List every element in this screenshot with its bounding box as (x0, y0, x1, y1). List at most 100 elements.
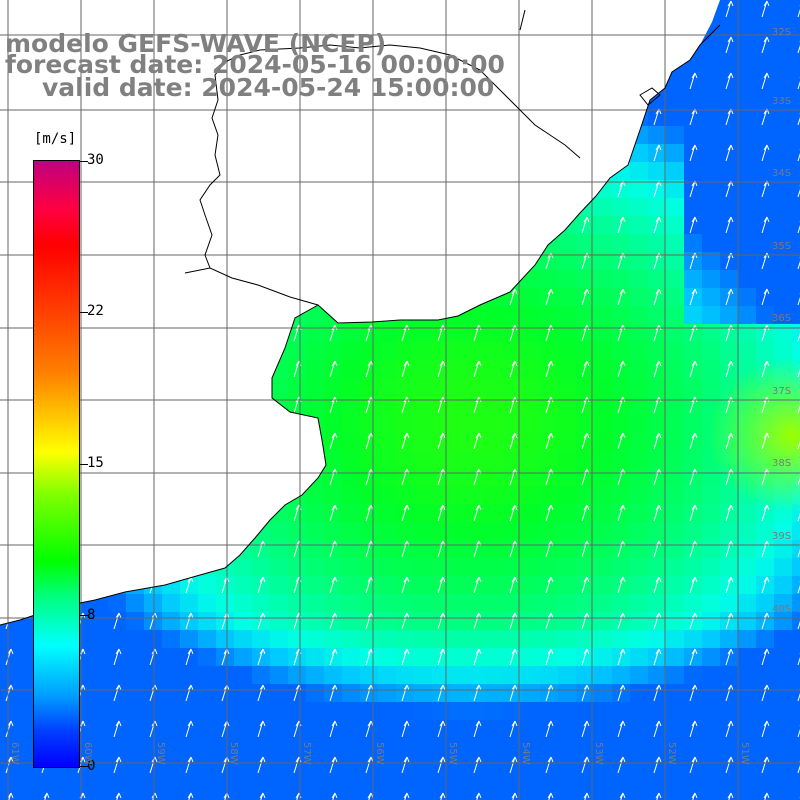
wind-cell (540, 252, 559, 271)
wind-cell (684, 162, 703, 181)
wind-cell (576, 738, 595, 757)
wind-cell (306, 792, 325, 800)
wind-cell (162, 774, 181, 793)
wind-arrow (185, 720, 194, 738)
model-title: modelo GEFS-WAVE (NCEP) (5, 29, 387, 58)
wind-cell (648, 756, 667, 775)
wind-cell (630, 612, 649, 631)
wind-cell (576, 270, 595, 289)
wind-cell (792, 684, 800, 703)
wind-cell (702, 108, 721, 127)
wind-cell (792, 72, 800, 91)
wind-arrow (797, 653, 800, 666)
wind-cell (306, 576, 325, 595)
wind-cell (594, 216, 613, 235)
wind-cell (594, 702, 613, 721)
wind-arrow (689, 216, 698, 234)
wind-cell (612, 594, 631, 613)
wind-cell (198, 576, 217, 595)
wind-arrow (581, 684, 590, 702)
wind-cell (684, 666, 703, 685)
wind-cell (450, 522, 469, 541)
wind-cell (612, 558, 631, 577)
wind-arrow (437, 576, 446, 594)
wind-cell (324, 360, 343, 379)
wind-cell (720, 72, 739, 91)
wind-cell (720, 198, 739, 217)
wind-cell (468, 504, 487, 523)
wind-cell (378, 558, 397, 577)
wind-arrow (329, 612, 338, 630)
wind-cell (648, 108, 667, 127)
wind-cell (234, 684, 253, 703)
wind-cell (468, 702, 487, 721)
lon-label: 52W (666, 742, 677, 765)
wind-cell (342, 594, 361, 613)
wind-cell (450, 558, 469, 577)
wind-cell (486, 342, 505, 361)
wind-cell (486, 792, 505, 800)
wind-cell (756, 180, 775, 199)
wind-cell (504, 432, 523, 451)
wind-arrow (617, 432, 626, 450)
wind-cell (486, 666, 505, 685)
wind-arrow (187, 792, 194, 800)
wind-arrow (761, 720, 770, 738)
wind-cell (792, 594, 800, 613)
wind-cell (720, 126, 739, 145)
wind-cell (396, 612, 415, 631)
wind-cell (720, 36, 739, 55)
wind-cell (702, 198, 721, 217)
wind-cell (648, 180, 667, 199)
wind-cell (504, 306, 523, 325)
wind-cell (774, 36, 793, 55)
wind-cell (738, 576, 757, 595)
wind-cell (90, 720, 109, 739)
wind-cell (756, 576, 775, 595)
wind-arrow (653, 720, 662, 738)
wind-arrow (329, 576, 338, 594)
wind-cell (270, 666, 289, 685)
wind-cell (234, 702, 253, 721)
wind-cell (180, 594, 199, 613)
wind-cell (234, 594, 253, 613)
wind-cell (18, 684, 37, 703)
wind-cell (666, 90, 685, 109)
wind-cell (684, 684, 703, 703)
wind-cell (774, 18, 793, 37)
wind-cell (396, 414, 415, 433)
wind-cell (576, 234, 595, 253)
lon-label: 57W (301, 742, 312, 765)
wind-cell (684, 72, 703, 91)
wind-cell (738, 558, 757, 577)
wind-cell (666, 234, 685, 253)
wind-arrow (617, 576, 626, 594)
wind-cell (720, 702, 739, 721)
wind-arrow (581, 612, 590, 630)
wind-cell (684, 702, 703, 721)
wind-cell (774, 126, 793, 145)
wind-cell (414, 558, 433, 577)
wind-cell (450, 738, 469, 757)
wind-cell (666, 648, 685, 667)
wind-cell (396, 324, 415, 343)
wind-cell (360, 414, 379, 433)
wind-cell (504, 594, 523, 613)
wind-cell (522, 576, 541, 595)
wind-cell (720, 756, 739, 775)
wind-cell (540, 666, 559, 685)
wind-cell (396, 756, 415, 775)
wind-cell (234, 720, 253, 739)
wind-cell (306, 522, 325, 541)
wind-cell (252, 738, 271, 757)
wind-cell (630, 630, 649, 649)
wind-cell (630, 162, 649, 181)
wind-cell (720, 0, 739, 19)
wind-cell (702, 684, 721, 703)
wind-arrow (185, 756, 194, 774)
wind-cell (180, 612, 199, 631)
wind-cell (288, 774, 307, 793)
wind-cell (342, 504, 361, 523)
wind-cell (468, 756, 487, 775)
wind-cell (342, 378, 361, 397)
